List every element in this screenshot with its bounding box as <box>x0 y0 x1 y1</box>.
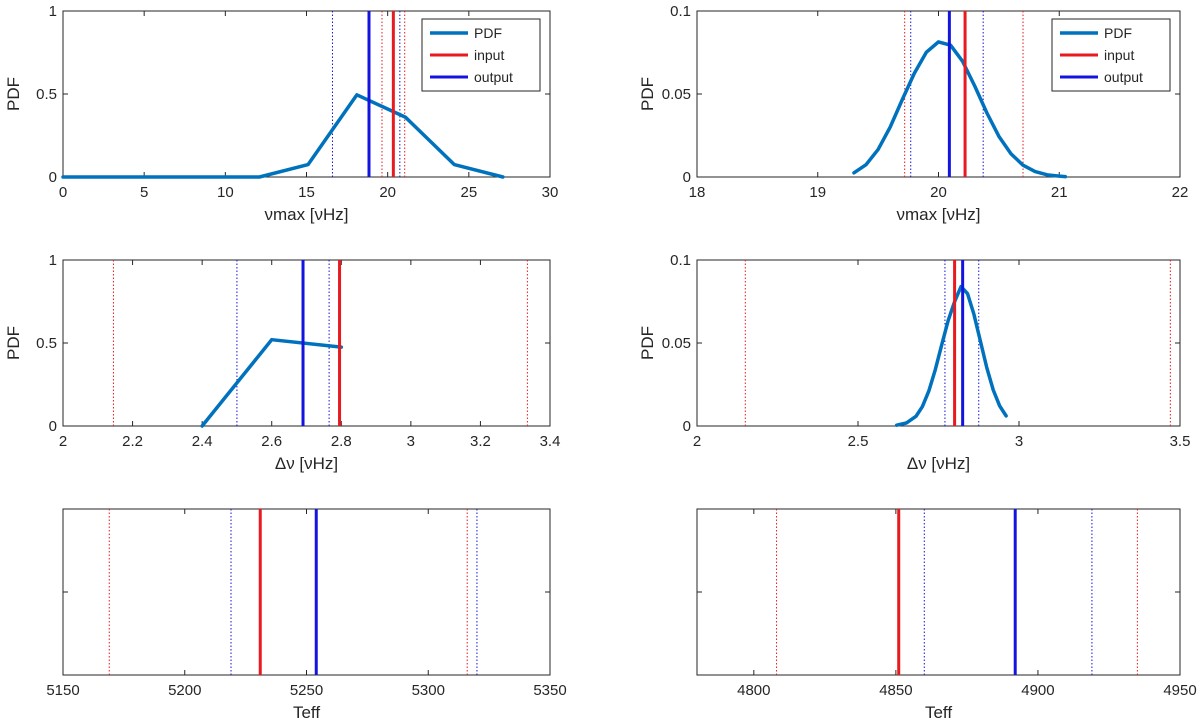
x-tick-label: 4850 <box>879 682 912 699</box>
pdf-series-line <box>200 337 344 428</box>
x-tick-label: 2.8 <box>331 433 352 450</box>
y-tick-label: 0 <box>683 169 691 186</box>
x-axis-label: Δν [νHz] <box>907 454 970 473</box>
y-tick-label: 0 <box>683 418 691 435</box>
x-tick-label: 21 <box>1051 184 1068 201</box>
x-tick-label: 2.2 <box>122 433 143 450</box>
x-tick-label: 0 <box>59 184 67 201</box>
plot-area <box>696 259 1181 427</box>
chart-panel-4: 2 2.5 3 3.5 0 0.05 0.1 Δν [νHz] PDF <box>638 252 1190 473</box>
legend-label-output: output <box>474 69 513 85</box>
y-tick-label: 0.1 <box>670 252 691 269</box>
legend-label-output: output <box>1104 69 1143 85</box>
x-tick-label: 5 <box>140 184 148 201</box>
y-tick-label: 0 <box>49 418 57 435</box>
x-axis-label: Teff <box>925 703 952 722</box>
y-tick-label: 0.5 <box>36 335 57 352</box>
x-tick-label: 3 <box>1015 433 1023 450</box>
x-tick-label: 25 <box>460 184 477 201</box>
y-tick-label: 0.05 <box>662 335 691 352</box>
legend-box <box>421 18 541 92</box>
x-axis-label: Teff <box>293 703 320 722</box>
x-tick-label: 18 <box>689 184 706 201</box>
legend: PDF input output <box>421 18 541 92</box>
x-tick-label: 30 <box>542 184 559 201</box>
x-tick-label: 5200 <box>168 682 201 699</box>
x-tick-label: 19 <box>809 184 826 201</box>
chart-panel-1: 0 5 10 15 20 25 30 0 0.5 1 νmax [νHz] PDF PDF input ou… <box>4 3 558 224</box>
legend-label-input: input <box>1104 47 1134 63</box>
y-tick-label: 0.1 <box>670 3 691 20</box>
legend-label-pdf: PDF <box>474 25 502 41</box>
legend-label-input: input <box>474 47 504 63</box>
y-axis-label: PDF <box>4 326 23 360</box>
plot-area <box>696 508 1181 676</box>
x-tick-label: 20 <box>930 184 947 201</box>
chart-panel-2: 18 19 20 21 22 0 0.05 0.1 νmax [νHz] PDF PDF input o… <box>638 3 1188 224</box>
legend-label-pdf: PDF <box>1104 25 1132 41</box>
x-tick-label: 3.4 <box>540 433 561 450</box>
x-tick-label: 5150 <box>46 682 79 699</box>
y-tick-label: 1 <box>49 3 57 20</box>
x-tick-label: 2 <box>693 433 701 450</box>
y-tick-label: 1 <box>49 252 57 269</box>
chart-panel-6: 4800 4850 4900 4950 Teff <box>696 508 1197 722</box>
y-tick-label: 0 <box>49 169 57 186</box>
y-tick-label: 0.5 <box>36 86 57 103</box>
x-axis-label: Δν [νHz] <box>275 454 338 473</box>
x-tick-label: 3.5 <box>1170 433 1191 450</box>
x-tick-label: 2.4 <box>192 433 213 450</box>
x-tick-label: 2 <box>59 433 67 450</box>
chart-panel-3: 2 2.2 2.4 2.6 2.8 3 3.2 3.4 0 0.5 1 Δν [νHz] PDF <box>4 252 560 473</box>
pdf-series-line <box>61 93 505 179</box>
y-axis-label: PDF <box>638 77 657 111</box>
x-tick-label: 2.5 <box>848 433 869 450</box>
x-tick-label: 4800 <box>737 682 770 699</box>
y-tick-label: 0.05 <box>662 86 691 103</box>
legend: PDF input output <box>1051 18 1171 92</box>
x-tick-label: 2.6 <box>261 433 282 450</box>
chart-panel-5: 5150 5200 5250 5300 5350 Teff <box>46 508 567 722</box>
x-tick-label: 4950 <box>1163 682 1196 699</box>
y-axis-label: PDF <box>638 326 657 360</box>
x-tick-label: 20 <box>379 184 396 201</box>
y-axis-label: PDF <box>4 77 23 111</box>
x-axis-label: νmax [νHz] <box>896 205 980 224</box>
x-tick-label: 22 <box>1172 184 1189 201</box>
x-tick-label: 5250 <box>290 682 323 699</box>
x-tick-label: 10 <box>217 184 234 201</box>
x-tick-label: 4900 <box>1021 682 1054 699</box>
x-tick-label: 3.2 <box>470 433 491 450</box>
x-tick-label: 15 <box>298 184 315 201</box>
x-tick-label: 5300 <box>412 682 445 699</box>
x-tick-label: 5350 <box>533 682 566 699</box>
pdf-series-line <box>852 40 1068 179</box>
x-axis-label: νmax [νHz] <box>264 205 348 224</box>
x-tick-label: 3 <box>407 433 415 450</box>
plot-area <box>62 508 551 676</box>
